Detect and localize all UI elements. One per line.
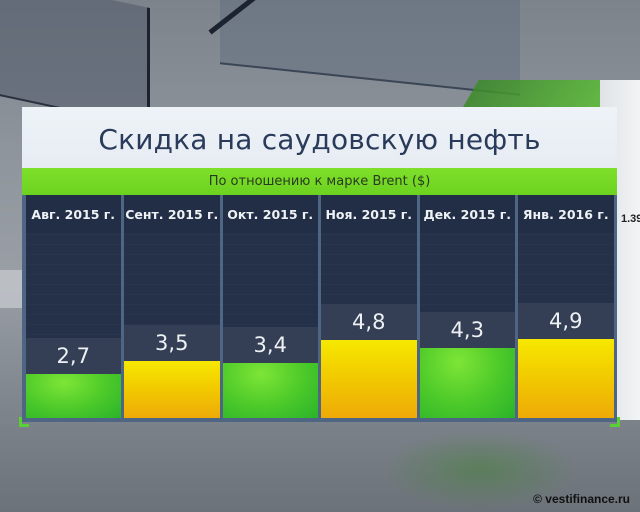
background-green-panel: [461, 80, 619, 110]
column-header: Окт. 2015 г.: [222, 195, 318, 233]
value-label: 4,8: [352, 310, 386, 334]
value-label-box: 4,9: [518, 303, 614, 339]
background-edge-number: 1.39: [621, 213, 640, 225]
value-label-box: 4,3: [419, 312, 515, 348]
title-area: Скидка на саудовскую нефть: [22, 107, 617, 168]
category-label: Авг. 2015 г.: [31, 206, 116, 222]
chart-subtitle: По отношению к марке Brent ($): [208, 174, 431, 189]
bar-column: Авг. 2015 г. 2,7: [25, 195, 121, 418]
value-label: 3,4: [253, 333, 287, 357]
bar-column: Янв. 2016 г. 4,9: [518, 195, 614, 418]
bar: [518, 339, 614, 418]
corner-bracket: [19, 417, 29, 427]
bar-column: Ноя. 2015 г. 4,8: [321, 195, 417, 418]
column-header: Авг. 2015 г.: [25, 195, 121, 233]
bar-chart: Авг. 2015 г. 2,7 Сент. 2015 г. 3,5 Окт. 2015…: [22, 195, 617, 422]
bar-column: Дек. 2015 г. 4,3: [419, 195, 515, 418]
category-label: Ноя. 2015 г.: [325, 206, 413, 222]
bar: [321, 340, 417, 418]
bar: [222, 363, 318, 418]
value-label-box: 4,8: [321, 304, 417, 340]
category-label: Янв. 2016 г.: [522, 206, 609, 222]
background-green-blur: [380, 430, 580, 510]
background-glass-box: [220, 0, 520, 96]
value-label-box: 3,4: [222, 327, 318, 363]
value-label: 4,9: [549, 309, 583, 333]
chart-panel: Скидка на саудовскую нефть По отношению …: [19, 107, 620, 427]
column-header: Дек. 2015 г.: [419, 195, 515, 233]
value-label-box: 3,5: [124, 325, 220, 361]
value-label: 4,3: [450, 318, 484, 342]
column-header: Ноя. 2015 г.: [321, 195, 417, 233]
chart-title: Скидка на саудовскую нефть: [98, 123, 541, 156]
category-label: Сент. 2015 г.: [125, 206, 219, 222]
bar: [419, 348, 515, 418]
corner-bracket: [610, 417, 620, 427]
subtitle-band: По отношению к марке Brent ($): [22, 168, 617, 195]
column-header: Сент. 2015 г.: [124, 195, 220, 233]
copyright-watermark: © vestifinance.ru: [533, 492, 630, 506]
bar: [124, 361, 220, 418]
value-label: 3,5: [155, 331, 189, 355]
bar: [25, 374, 121, 418]
category-label: Дек. 2015 г.: [423, 206, 512, 222]
value-label: 2,7: [56, 344, 90, 368]
bar-column: Окт. 2015 г. 3,4: [222, 195, 318, 418]
bar-column: Сент. 2015 г. 3,5: [124, 195, 220, 418]
value-label-box: 2,7: [25, 338, 121, 374]
category-label: Окт. 2015 г.: [227, 206, 314, 222]
background-side-card: [0, 270, 22, 308]
column-header: Янв. 2016 г.: [518, 195, 614, 233]
